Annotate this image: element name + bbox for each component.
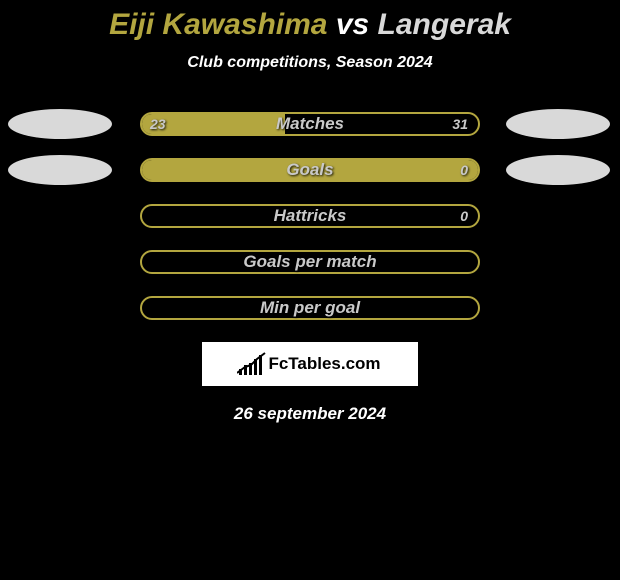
right-indicator-ellipse [506, 109, 610, 139]
player1-name: Eiji Kawashima [109, 8, 327, 41]
stat-row: Goals per match [0, 250, 620, 274]
stat-value-left: 23 [150, 112, 166, 136]
right-indicator-ellipse [506, 155, 610, 185]
logo-chart-icon [239, 353, 262, 375]
stat-value-right: 31 [452, 112, 468, 136]
stat-bar-fill-left [142, 160, 478, 180]
date-text: 26 september 2024 [0, 404, 620, 424]
comparison-infographic: Eiji Kawashima vs Langerak Club competit… [0, 0, 620, 424]
logo-box: FcTables.com [202, 342, 418, 386]
stat-value-right: 0 [460, 158, 468, 182]
player2-name: Langerak [378, 8, 511, 41]
stat-bar-track [140, 250, 480, 274]
page-title: Eiji Kawashima vs Langerak [0, 8, 620, 42]
stat-bar-track [140, 158, 480, 182]
stat-value-right: 0 [460, 204, 468, 228]
stat-row: Goals0 [0, 158, 620, 182]
stat-row: Min per goal [0, 296, 620, 320]
stat-rows: Matches2331Goals0Hattricks0Goals per mat… [0, 112, 620, 320]
subtitle: Club competitions, Season 2024 [0, 54, 620, 72]
stat-bar-track [140, 296, 480, 320]
left-indicator-ellipse [8, 155, 112, 185]
left-indicator-ellipse [8, 109, 112, 139]
stat-bar-track [140, 112, 480, 136]
logo-text: FcTables.com [268, 354, 380, 374]
vs-text: vs [328, 8, 378, 41]
stat-row: Hattricks0 [0, 204, 620, 228]
stat-row: Matches2331 [0, 112, 620, 136]
stat-bar-track [140, 204, 480, 228]
